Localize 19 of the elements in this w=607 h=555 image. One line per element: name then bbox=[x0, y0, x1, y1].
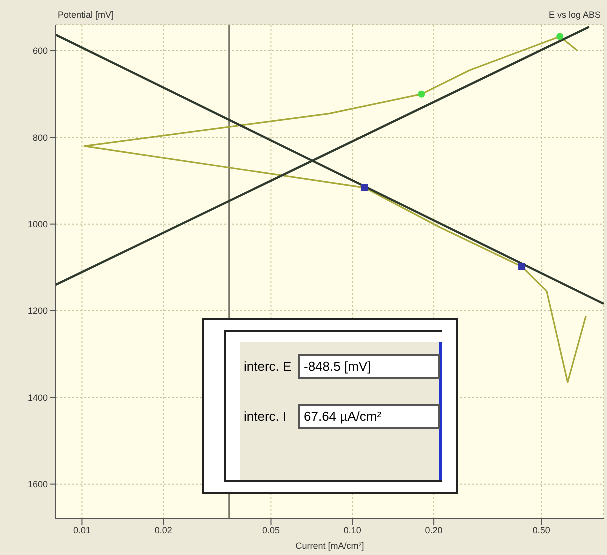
y-tick-label: 1000 bbox=[28, 220, 48, 230]
chart-title: E vs log ABS bbox=[548, 10, 601, 20]
y-tick-label: 600 bbox=[32, 46, 48, 56]
y-tick-label: 1600 bbox=[28, 480, 48, 490]
y-tick-label: 800 bbox=[32, 132, 48, 143]
annotation: -848.5 [mV] bbox=[298, 354, 440, 379]
y-axis-title: Potential [mV] bbox=[58, 10, 114, 20]
annotation: interc. I bbox=[244, 409, 288, 424]
y-tick-label: 1200 bbox=[28, 306, 48, 316]
annotation: 67.64 µA/cm² bbox=[298, 404, 440, 429]
x-tick-label: 0.02 bbox=[154, 525, 172, 536]
y-tick-label: 1400 bbox=[28, 392, 48, 403]
x-tick-label: 0.20 bbox=[425, 525, 443, 536]
x-axis-title: Current [mA/cm²] bbox=[296, 541, 364, 551]
annotation: interc. E bbox=[244, 359, 293, 374]
x-tick-label: 0.50 bbox=[532, 525, 550, 536]
x-tick-label: 0.01 bbox=[73, 525, 91, 536]
x-tick-label: 0.05 bbox=[262, 525, 280, 536]
x-tick-label: 0.10 bbox=[344, 525, 362, 536]
